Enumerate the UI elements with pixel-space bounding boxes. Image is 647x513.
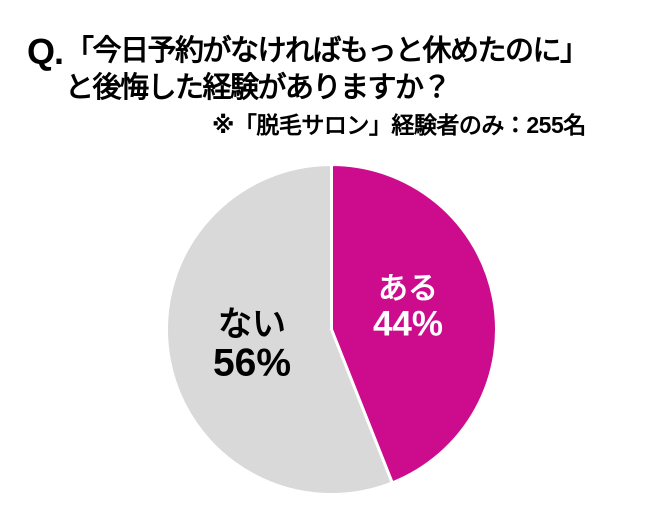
slice-label-nai: ない 56% [213,306,291,383]
pie-chart: ある 44% ない 56% [164,162,499,497]
pie-chart-svg [165,163,498,496]
slice-label-nai-percent: 56% [212,341,292,385]
question-text: 「今日予約がなければもっと休めたのに」 と後悔した経験がありますか？ [65,33,589,107]
slice-label-aru: ある 44% [372,272,444,344]
question-prefix: Q. [27,31,64,72]
question-title: Q. 「今日予約がなければもっと休めたのに」 と後悔した経験がありますか？ [27,31,589,107]
question-line-1: 「今日予約がなければもっと休めたのに」 [65,35,589,67]
question-line-2: と後悔した経験がありますか？ [65,72,452,104]
slice-label-aru-name: ある [378,272,438,306]
pie-slice-0 [330,163,498,485]
pie-slice-1 [165,163,394,496]
sample-size-note: ※「脱毛サロン」経験者のみ：255名 [212,112,586,138]
slice-label-nai-name: ない [218,305,286,344]
slice-label-aru-percent: 44% [372,304,444,344]
